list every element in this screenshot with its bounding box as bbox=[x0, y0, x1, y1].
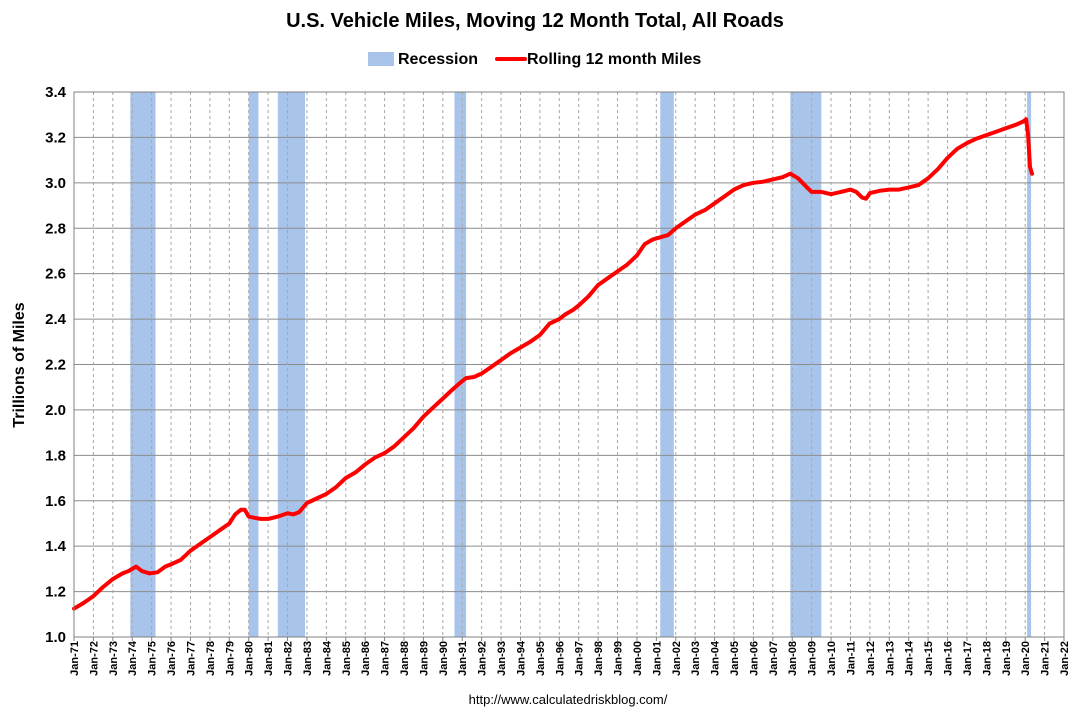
x-tick-label: Jan-90 bbox=[438, 641, 450, 676]
x-tick-label: Jan-14 bbox=[904, 640, 916, 676]
x-tick-label: Jan-92 bbox=[477, 641, 489, 676]
x-tick-label: Jan-71 bbox=[69, 641, 81, 676]
y-tick-label: 2.6 bbox=[45, 266, 66, 283]
x-tick-label: Jan-76 bbox=[166, 641, 178, 676]
x-tick-label: Jan-06 bbox=[748, 641, 760, 676]
x-tick-label: Jan-05 bbox=[729, 641, 741, 676]
legend-label-rolling-miles: Rolling 12 month Miles bbox=[527, 51, 701, 68]
x-tick-label: Jan-91 bbox=[457, 641, 469, 676]
x-tick-label: Jan-19 bbox=[1001, 641, 1013, 676]
x-tick-label: Jan-00 bbox=[632, 641, 644, 676]
x-tick-label: Jan-84 bbox=[321, 640, 333, 676]
x-tick-label: Jan-83 bbox=[302, 641, 314, 676]
legend-swatch-recession bbox=[368, 52, 394, 66]
x-tick-label: Jan-82 bbox=[283, 641, 295, 676]
x-tick-label: Jan-85 bbox=[341, 641, 353, 676]
source-text: http://www.calculatedriskblog.com/ bbox=[469, 692, 668, 707]
x-tick-label: Jan-17 bbox=[962, 641, 974, 676]
x-tick-label: Jan-02 bbox=[671, 641, 683, 676]
x-tick-label: Jan-89 bbox=[418, 641, 430, 676]
x-tick-label: Jan-78 bbox=[205, 641, 217, 676]
x-tick-label: Jan-12 bbox=[865, 641, 877, 676]
y-tick-label: 1.8 bbox=[45, 447, 66, 464]
y-tick-label: 3.4 bbox=[45, 84, 67, 101]
x-tick-label: Jan-88 bbox=[399, 641, 411, 676]
chart-title: U.S. Vehicle Miles, Moving 12 Month Tota… bbox=[286, 10, 784, 32]
plot-border bbox=[73, 91, 1065, 638]
x-tick-label: Jan-95 bbox=[535, 641, 547, 676]
y-tick-label: 1.0 bbox=[45, 629, 66, 646]
x-tick-label: Jan-04 bbox=[710, 640, 722, 676]
x-tick-label: Jan-94 bbox=[515, 640, 527, 676]
plot-area: 1.01.21.41.61.82.02.22.42.62.83.03.23.4 … bbox=[45, 84, 1071, 676]
x-tick-label: Jan-87 bbox=[380, 641, 392, 676]
x-tick-label: Jan-13 bbox=[884, 641, 896, 676]
x-tick-label: Jan-72 bbox=[88, 641, 100, 676]
x-tick-label: Jan-11 bbox=[845, 641, 857, 675]
x-tick-label: Jan-77 bbox=[185, 641, 197, 676]
y-tick-label: 1.4 bbox=[45, 538, 67, 555]
x-tick-label: Jan-96 bbox=[554, 641, 566, 676]
x-tick-label: Jan-21 bbox=[1040, 641, 1052, 676]
x-tick-label: Jan-22 bbox=[1059, 641, 1071, 676]
x-tick-label: Jan-99 bbox=[613, 641, 625, 676]
x-tick-label: Jan-20 bbox=[1020, 641, 1032, 676]
y-tick-label: 2.0 bbox=[45, 402, 66, 419]
y-tick-label: 2.2 bbox=[45, 357, 66, 374]
legend: Recession Rolling 12 month Miles bbox=[368, 51, 701, 68]
y-tick-label: 3.0 bbox=[45, 175, 66, 192]
y-tick-label: 2.8 bbox=[45, 220, 66, 237]
x-tick-label: Jan-75 bbox=[147, 641, 159, 676]
x-tick-label: Jan-81 bbox=[263, 641, 275, 676]
x-tick-label: Jan-09 bbox=[807, 641, 819, 676]
x-tick-label: Jan-93 bbox=[496, 641, 508, 676]
x-tick-label: Jan-86 bbox=[360, 641, 372, 676]
y-tick-label: 1.2 bbox=[45, 584, 66, 601]
x-tick-label: Jan-74 bbox=[127, 640, 139, 676]
y-axis-label: Trillions of Miles bbox=[11, 302, 28, 427]
x-tick-label: Jan-79 bbox=[224, 641, 236, 676]
series-line-rolling-12-month-miles bbox=[72, 117, 1034, 611]
x-tick-label: Jan-01 bbox=[651, 641, 663, 676]
legend-label-recession: Recession bbox=[398, 51, 478, 68]
grid-lines bbox=[73, 91, 1065, 638]
x-tick-label: Jan-73 bbox=[108, 641, 120, 676]
x-tick-label: Jan-98 bbox=[593, 641, 605, 676]
x-tick-label: Jan-16 bbox=[943, 641, 955, 676]
x-tick-label: Jan-15 bbox=[923, 641, 935, 676]
y-axis-ticks: 1.0 1.2 1.4 1.6 1.8 2.0 2.2 2.4 2.6 2.8 3.0 3.2 3.4 bbox=[45, 84, 67, 646]
x-tick-label: Jan-80 bbox=[244, 641, 256, 676]
y-tick-label: 3.2 bbox=[45, 129, 66, 146]
x-axis-ticks: Jan-71 Jan-72 Jan-73 Jan-74 Jan-75 Jan-76 Jan-… bbox=[69, 637, 1071, 676]
x-tick-label: Jan-10 bbox=[826, 641, 838, 676]
x-tick-label: Jan-07 bbox=[768, 641, 780, 676]
x-tick-label: Jan-03 bbox=[690, 641, 702, 676]
y-tick-label: 2.4 bbox=[45, 311, 67, 328]
x-tick-label: Jan-18 bbox=[981, 641, 993, 676]
x-tick-label: Jan-97 bbox=[574, 641, 586, 676]
y-tick-label: 1.6 bbox=[45, 493, 66, 510]
x-tick-label: Jan-08 bbox=[787, 641, 799, 676]
